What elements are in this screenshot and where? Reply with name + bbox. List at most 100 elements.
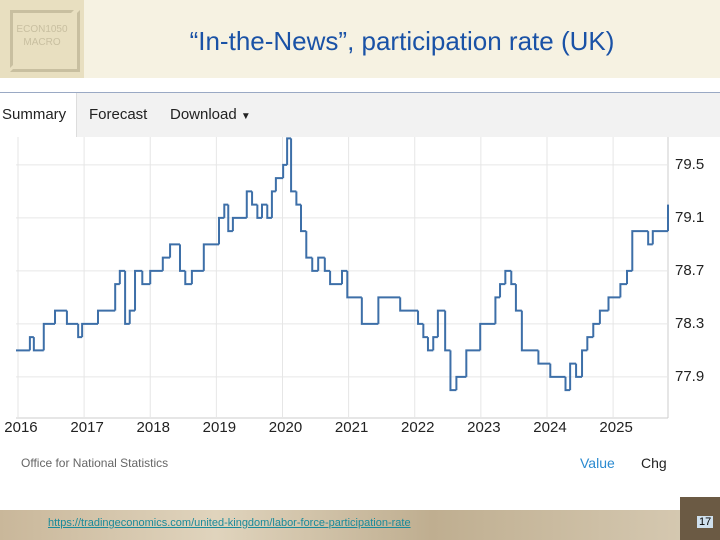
tab[interactable]: Forecast [89, 106, 148, 123]
line-step [575, 363, 583, 378]
line-step [537, 350, 551, 365]
line-step [581, 349, 588, 377]
x-tick-label: 2018 [137, 419, 170, 436]
logo-text: MACRO [23, 37, 61, 48]
banner [0, 0, 720, 78]
line-step [504, 269, 512, 285]
line-step [465, 349, 481, 377]
line-step [141, 270, 151, 286]
y-tick-label: 79.5 [675, 156, 704, 173]
line-step [178, 244, 186, 272]
line-step [118, 269, 126, 285]
line-step [245, 190, 253, 218]
line-step [626, 269, 633, 285]
line-step [436, 309, 446, 338]
line-step [514, 284, 522, 312]
line-step [607, 296, 621, 311]
line-step [256, 204, 262, 219]
x-tick-label: 2022 [401, 419, 434, 436]
line-step [417, 310, 424, 325]
line-step [444, 310, 451, 352]
y-tick-label: 78.3 [675, 315, 704, 332]
line-step [329, 270, 342, 286]
line-step [360, 297, 379, 325]
line-step [422, 323, 428, 339]
line-step [647, 231, 653, 246]
line-step [569, 362, 577, 391]
line-step [494, 296, 501, 324]
line-step [341, 269, 348, 285]
line-step [564, 376, 571, 392]
line-step [426, 337, 434, 352]
logo-frame [10, 10, 74, 68]
y-tick-label: 79.1 [675, 209, 704, 226]
y-tick-label: 78.7 [675, 262, 704, 279]
line-step [300, 204, 307, 233]
line-step [32, 337, 44, 352]
logo-frame [10, 10, 80, 72]
line-step [305, 231, 313, 259]
line-step [149, 269, 163, 285]
footer [0, 510, 720, 540]
line-step [124, 270, 130, 325]
logo: ECON1050 MACRO [0, 0, 84, 78]
line-step [377, 296, 401, 324]
line-step [270, 190, 276, 218]
line-step [169, 243, 180, 258]
line-step [510, 270, 516, 286]
line-step [274, 177, 284, 192]
page-number: 17 [697, 516, 714, 528]
line-step [260, 203, 268, 218]
source: Office for National Statistics [21, 456, 169, 470]
line-step [651, 230, 668, 245]
line-step [77, 323, 83, 339]
toggle[interactable]: Chg [641, 455, 667, 471]
x-tick-label: 2019 [203, 419, 236, 436]
tab[interactable]: Download ▼ [170, 93, 251, 137]
line-step [161, 256, 171, 271]
line-step [251, 191, 258, 206]
line-step [455, 375, 467, 391]
line-step [286, 137, 292, 165]
line-step [42, 322, 56, 351]
y-tick-label: 77.9 [675, 368, 704, 385]
line-step [499, 283, 506, 298]
line-step [218, 216, 225, 245]
line-step [317, 256, 325, 271]
line-step [586, 336, 594, 351]
line-step [598, 309, 609, 324]
line-step [449, 350, 457, 392]
line-step [202, 243, 220, 271]
line-step [549, 363, 566, 378]
line-step [346, 270, 362, 299]
line-step [114, 283, 120, 311]
line-step [227, 204, 233, 233]
dropdown-arrow[interactable]: ▼ [240, 111, 251, 122]
line-step [54, 309, 67, 324]
x-tick-label: 2023 [467, 419, 500, 436]
line-step [295, 191, 302, 206]
line-step [290, 138, 297, 193]
x-tick-label: 2021 [335, 419, 368, 436]
logo-text: ECON1050 [16, 24, 68, 35]
line-step [399, 297, 419, 312]
x-tick-label: 2017 [70, 419, 103, 436]
tab-bar: Summary Forecast Download ▼ [0, 92, 720, 137]
tab[interactable]: Summary [0, 93, 78, 137]
x-tick-label: 2025 [599, 419, 632, 436]
toggle[interactable]: Value [580, 455, 615, 471]
line-step [184, 270, 192, 286]
line-step [323, 257, 331, 272]
line-step [592, 322, 600, 338]
slide-title: “In-the-News”, participation rate (UK) [189, 26, 615, 56]
link[interactable]: https://tradingeconomics.com/united-king… [48, 517, 411, 529]
line-step [311, 257, 319, 272]
tab-label[interactable]: Download [170, 106, 237, 123]
line-step [65, 310, 79, 325]
line-step [266, 204, 272, 219]
line-step [96, 309, 116, 324]
line-step [223, 203, 229, 218]
line-step [520, 310, 539, 352]
line-step [134, 269, 143, 311]
